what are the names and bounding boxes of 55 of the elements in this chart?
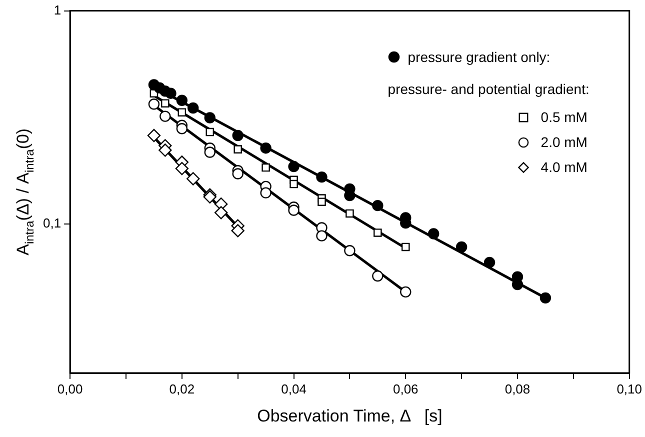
point [175, 162, 189, 176]
point [165, 88, 176, 99]
point [231, 224, 244, 238]
point [214, 206, 228, 220]
y-tick-label: 1 [54, 2, 62, 18]
point [346, 209, 354, 218]
point [234, 145, 242, 154]
x-tick-label: 0,02 [169, 381, 195, 396]
point [402, 242, 410, 252]
point [147, 128, 161, 142]
point [206, 128, 214, 136]
point [290, 180, 298, 188]
y-axis-title: Aintra(Δ) / Aintra(0) [14, 128, 36, 256]
point [428, 228, 440, 240]
legend-label: pressure gradient only: [408, 48, 550, 65]
point [204, 146, 216, 158]
point [540, 292, 552, 304]
x-axis-title: Observation Time, Δ [s] [257, 406, 442, 426]
x-tick-label: 0,00 [57, 381, 83, 396]
point [456, 241, 468, 253]
point [160, 110, 171, 122]
annotation: pressure- and potential gradient: [388, 80, 590, 97]
point [232, 168, 244, 180]
point [188, 102, 199, 114]
point [260, 187, 272, 198]
x-tick-label: 0,08 [504, 381, 530, 396]
point [186, 172, 200, 186]
point [262, 163, 270, 172]
point [260, 142, 272, 154]
point [318, 198, 326, 206]
x-tick-label: 0,10 [616, 381, 642, 396]
point [288, 160, 300, 172]
legend-label: 4.0 mM [540, 159, 588, 176]
point [176, 123, 188, 134]
legend-label: 2.0 mM [540, 134, 588, 150]
point [178, 108, 186, 116]
point [204, 112, 216, 124]
point [372, 270, 384, 282]
legend-label: 0.5 mM [540, 109, 588, 126]
x-tick-label: 0,04 [281, 381, 306, 396]
x-tick-label: 0,06 [392, 381, 418, 396]
point [400, 286, 412, 298]
point [232, 130, 244, 142]
point [374, 228, 382, 237]
point [316, 230, 328, 242]
y-tick-label: 0,1 [42, 216, 62, 231]
point [316, 171, 328, 183]
point [344, 245, 356, 256]
point [158, 144, 172, 157]
point [148, 98, 160, 110]
point [176, 94, 188, 106]
point [484, 256, 496, 268]
point [372, 200, 384, 212]
point [288, 204, 300, 216]
point [161, 99, 170, 108]
